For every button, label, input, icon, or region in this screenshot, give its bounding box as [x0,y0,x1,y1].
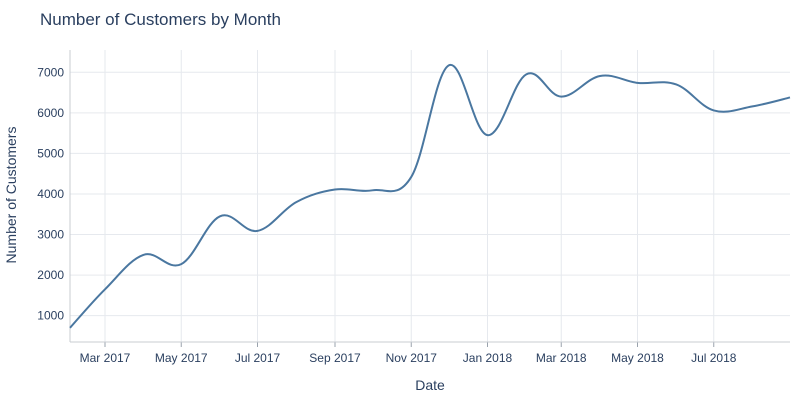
grid-layer [70,50,790,342]
x-tick-label: Sep 2017 [309,351,361,365]
x-tick-label: Jul 2017 [235,351,281,365]
y-tick-label: 3000 [37,228,64,242]
x-tick-label: May 2018 [611,351,664,365]
x-tick-label: Mar 2018 [536,351,587,365]
x-tick-label: May 2017 [155,351,208,365]
x-tick-label: Jan 2018 [463,351,513,365]
chart-title: Number of Customers by Month [40,10,281,29]
y-tick-label: 1000 [37,309,64,323]
y-tick-label: 2000 [37,268,64,282]
y-tick-label: 4000 [37,187,64,201]
axis-layer: 1000 2000 3000 4000 5000 6000 7000 Mar 2017 May … [37,50,790,365]
y-tick-label: 6000 [37,106,64,120]
y-axis-title: Number of Customers [3,127,19,264]
y-tick-label: 5000 [37,146,64,160]
y-tick-label: 7000 [37,65,64,79]
x-tick-label: Nov 2017 [386,351,438,365]
x-tick-label: Jul 2018 [691,351,737,365]
series-line [69,64,791,329]
x-tick-label: Mar 2017 [80,351,131,365]
x-axis-title: Date [415,377,445,393]
series-layer [69,64,791,329]
